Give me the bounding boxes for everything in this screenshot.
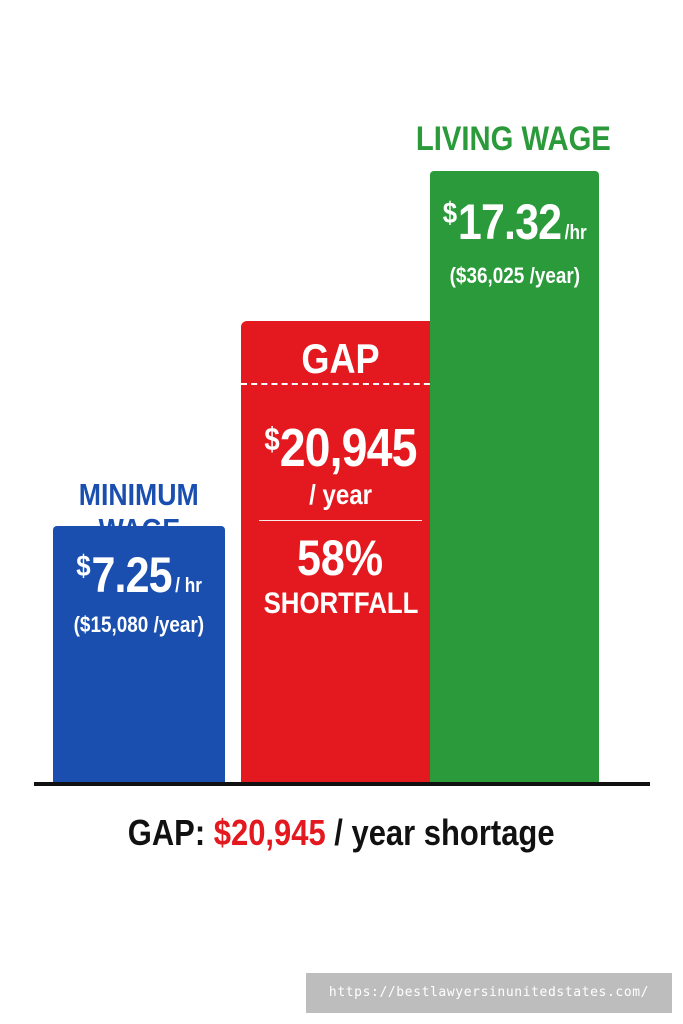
summary-suffix: / year shortage — [334, 812, 555, 853]
gap-divider — [259, 520, 422, 521]
minimum-rate-label: $7.25/ hr — [76, 547, 202, 603]
bar-living-wage: $17.32/hr ($36,025 /year) — [430, 171, 599, 782]
summary-amount: $20,945 — [214, 812, 327, 853]
minimum-annual-label: ($15,080 /year) — [73, 612, 205, 637]
x-axis-baseline — [34, 782, 650, 786]
minimum-wage-label-line1: MINIMUM — [79, 477, 199, 512]
bar-gap: GAP $20,945 / year 58% SHORTFALL — [241, 321, 440, 782]
gap-unit-label: / year — [309, 479, 372, 510]
bar-minimum-wage: $7.25/ hr ($15,080 /year) — [53, 526, 225, 782]
gap-percent-label: 58% — [297, 530, 384, 586]
watermark-url: https://bestlawyersinunitedstates.com/ — [306, 973, 672, 1013]
living-rate-label: $17.32/hr — [442, 194, 587, 250]
gap-shortfall-label: SHORTFALL — [263, 587, 418, 620]
gap-title: GAP — [301, 335, 380, 382]
living-annual-label: ($36,025 /year) — [449, 263, 580, 288]
gap-summary: GAP: $20,945 / year shortage — [0, 812, 683, 854]
living-wage-label: LIVING WAGE — [415, 120, 611, 158]
summary-prefix: GAP: — [128, 812, 206, 853]
gap-dashed-divider — [241, 383, 440, 385]
gap-amount-label: $20,945 — [264, 418, 417, 478]
